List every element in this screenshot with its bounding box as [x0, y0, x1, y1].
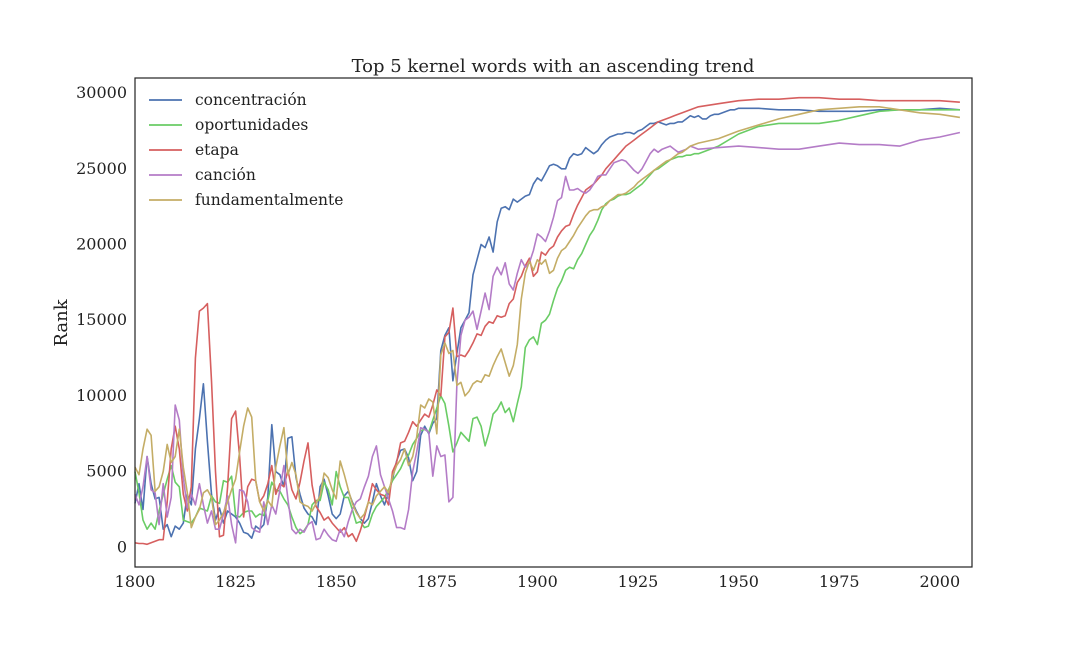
y-tick-label: 30000 [76, 83, 127, 102]
legend-label-0: concentración [195, 91, 307, 109]
legend-label-3: canción [195, 166, 256, 184]
y-tick-label: 20000 [76, 235, 127, 254]
legend-label-1: oportunidades [195, 116, 308, 134]
y-tick-label: 15000 [76, 310, 127, 329]
series-line-4 [134, 106, 961, 529]
y-axis-title: Rank [51, 298, 72, 346]
chart-title: Top 5 kernel words with an ascending tre… [352, 56, 755, 77]
x-tick-label: 2000 [919, 572, 960, 591]
x-tick-label: 1975 [819, 572, 860, 591]
series-line-1 [134, 109, 960, 535]
series-line-0 [134, 107, 960, 539]
x-tick-label: 1900 [517, 572, 558, 591]
legend-label-2: etapa [195, 141, 239, 159]
y-tick-label: 0 [117, 537, 127, 556]
series-line-2 [134, 96, 960, 546]
y-tick-label: 25000 [76, 159, 127, 178]
legend-label-4: fundamentalmente [195, 191, 343, 209]
x-tick-label: 1850 [316, 572, 357, 591]
x-axis: 1800 1825 1850 1875 1900 1925 1950 1975 2000 [115, 572, 961, 591]
y-tick-label: 5000 [86, 462, 127, 481]
y-tick-label: 10000 [76, 386, 127, 405]
series-lines [134, 96, 961, 546]
plot-area-frame [134, 77, 973, 568]
x-tick-label: 1800 [115, 572, 156, 591]
series-line-3 [134, 131, 961, 544]
x-tick-label: 1950 [718, 572, 759, 591]
legend: concentración oportunidades etapa canción fu… [149, 91, 343, 209]
x-tick-label: 1825 [215, 572, 256, 591]
x-tick-label: 1875 [416, 572, 457, 591]
x-tick-label: 1925 [618, 572, 659, 591]
y-axis: 0 5000 10000 15000 20000 25000 30000 [76, 83, 127, 556]
